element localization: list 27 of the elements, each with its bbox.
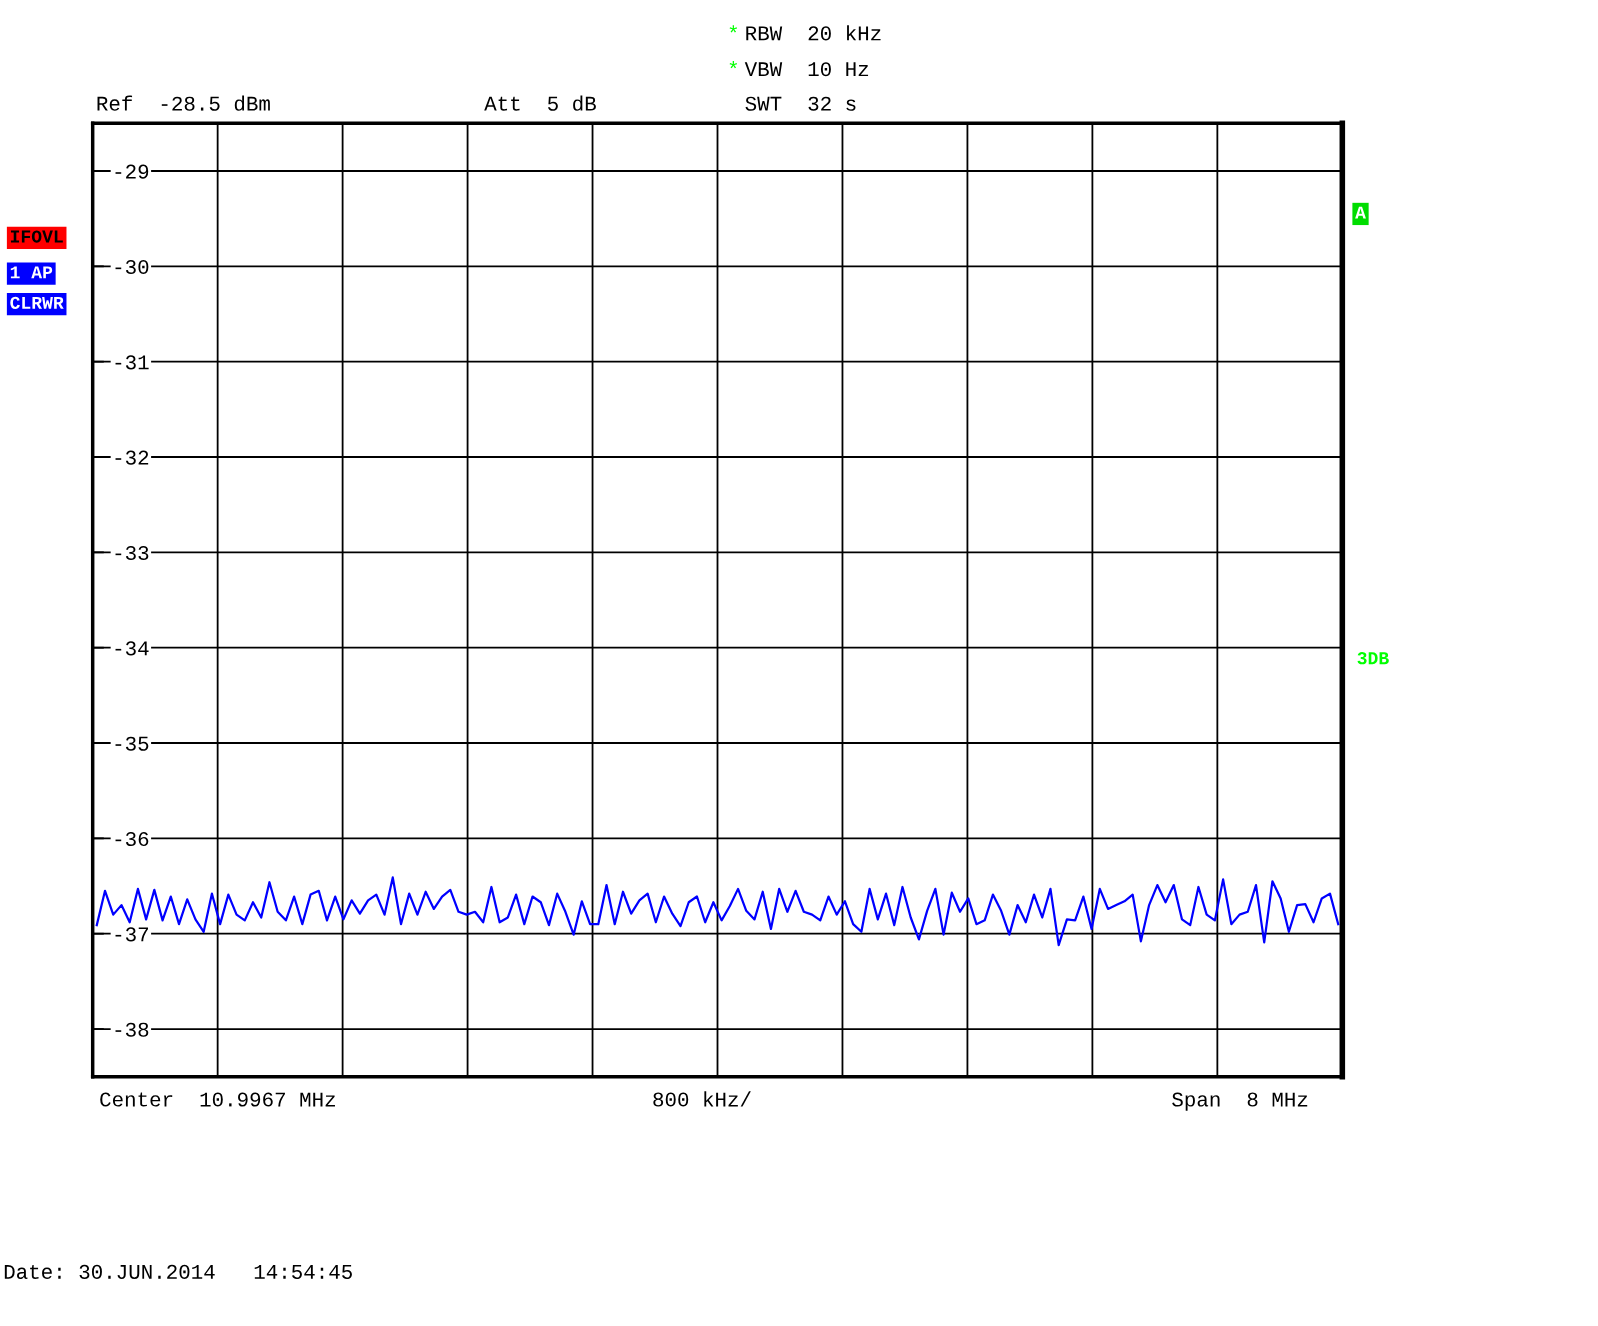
text: Date: 30.JUN.2014 14:54:45 [4, 1264, 352, 1279]
text: SWT 32 s [745, 96, 856, 111]
text: * [729, 61, 738, 69]
y-tick-label: -34 [115, 641, 149, 656]
y-tick-label: -29 [115, 164, 149, 179]
text: Center 10.9967 MHz [100, 1092, 335, 1107]
text: CLRWR [10, 296, 64, 309]
y-tick-label: -36 [115, 831, 149, 847]
text: 1 AP [10, 266, 53, 279]
y-tick-label: -37 [115, 927, 149, 942]
text: 800 kHz/ [653, 1091, 751, 1107]
text: Span 8 MHz [1172, 1092, 1308, 1111]
line-series [95, 876, 1340, 947]
y-tick-label: -38 [115, 1022, 149, 1037]
text: A [1355, 206, 1366, 219]
y-tick-label: -32 [115, 450, 149, 465]
y-tick-label: -31 [115, 355, 149, 370]
text: VBW 10 Hz [744, 62, 869, 77]
text: * [729, 25, 738, 33]
text: 3DB [1357, 652, 1389, 665]
y-tick-label: -33 [115, 545, 149, 561]
text: RBW 20 kHz [746, 25, 881, 41]
text: Att 5 dB [484, 95, 596, 111]
text: Ref -28.5 dBm [97, 95, 270, 111]
y-tick-label: -30 [115, 259, 149, 275]
text: IFOVL [10, 230, 63, 243]
y-tick-label: -35 [115, 736, 149, 751]
